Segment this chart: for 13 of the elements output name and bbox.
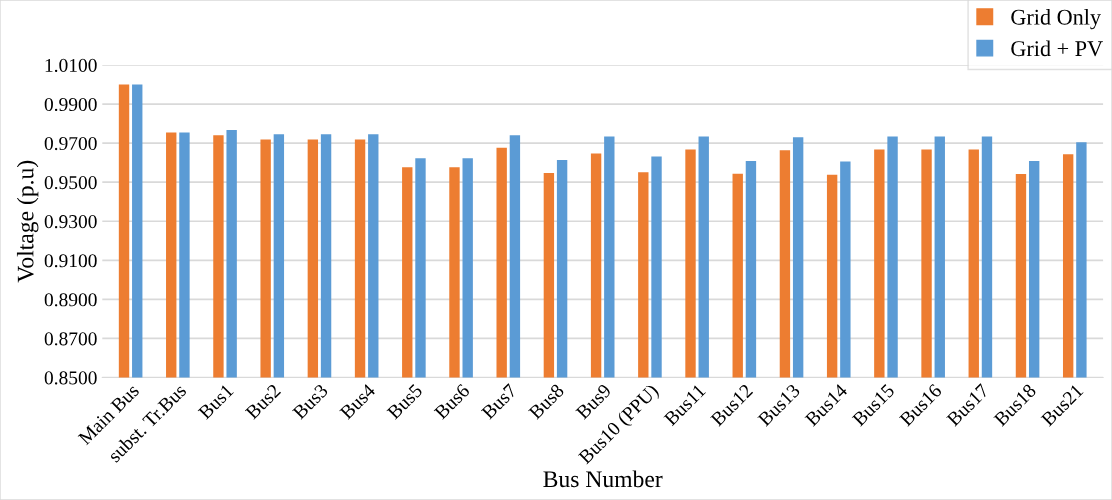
y-tick-label: 0.9700 <box>44 136 97 151</box>
legend-label: Grid + PV <box>1011 40 1103 57</box>
y-tick-label: 0.9300 <box>44 215 97 229</box>
y-tick-label: 1.0100 <box>45 58 97 73</box>
y-tick-label: 0.8900 <box>44 293 97 307</box>
y-tick-label: 0.8500 <box>44 371 97 385</box>
x-axis-title: Bus Number <box>543 470 663 488</box>
y-tick-label: 0.8700 <box>44 332 97 346</box>
legend-label: Grid Only <box>1011 9 1101 30</box>
y-tick-label: 0.9900 <box>44 97 97 112</box>
y-axis-title: Voltage (p.u) <box>16 160 39 283</box>
y-tick-label: 0.9500 <box>44 176 97 190</box>
y-tick-label: 0.9100 <box>44 254 97 268</box>
